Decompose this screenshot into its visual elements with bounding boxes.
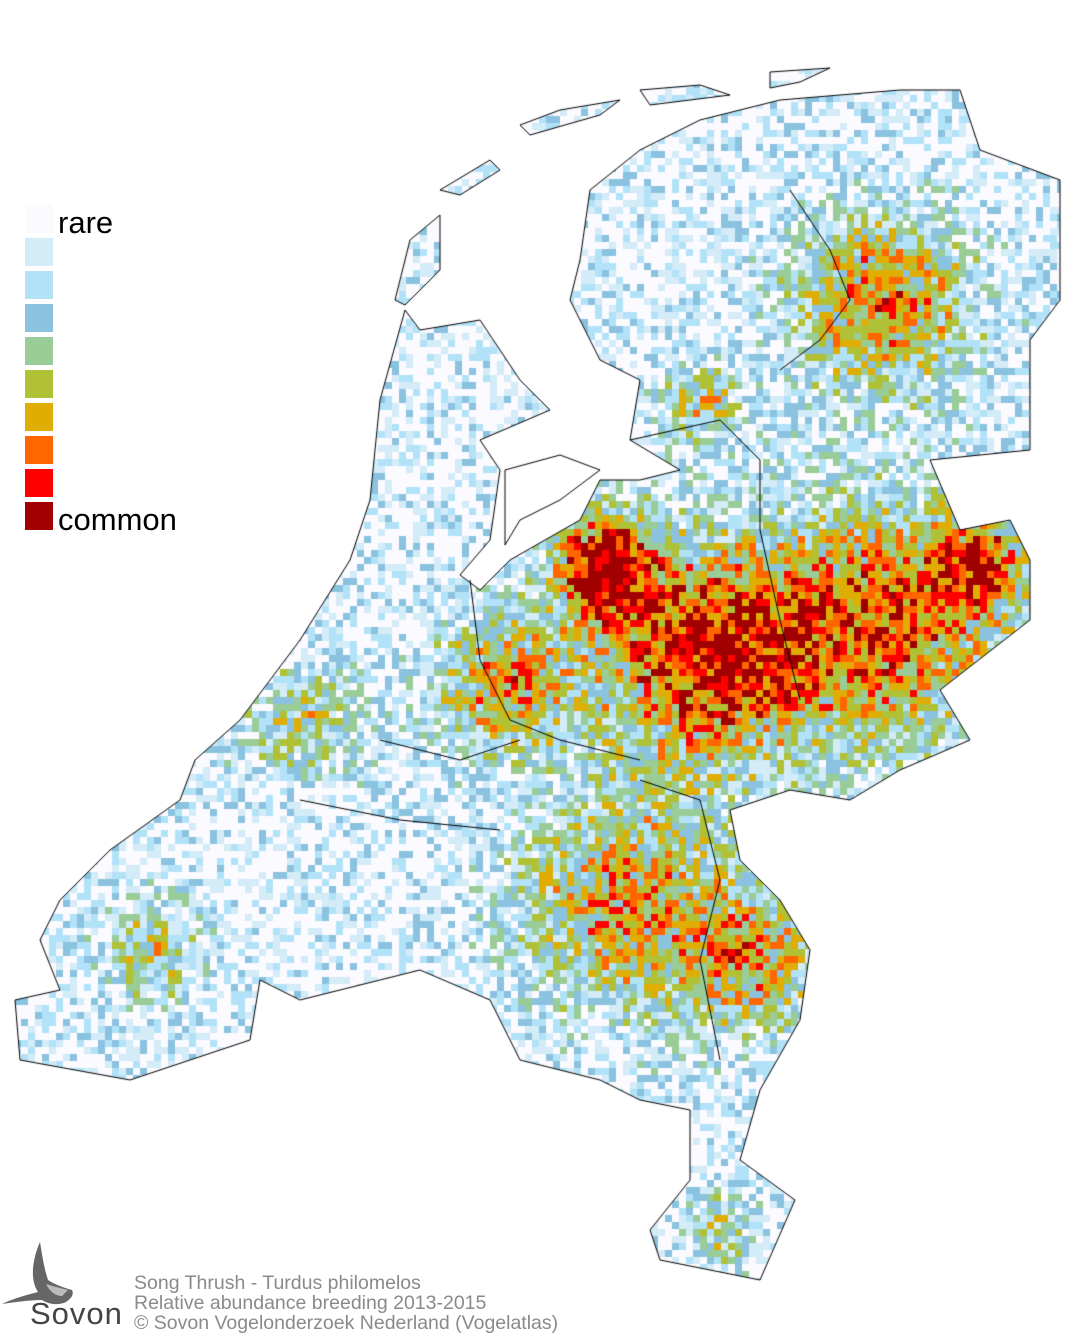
legend-swatch-8	[25, 436, 53, 464]
legend-swatch-4	[25, 304, 53, 332]
credits: Song Thrush - Turdus philomelos Relative…	[134, 1273, 558, 1333]
sovon-logo-text: Sovon	[30, 1296, 123, 1331]
legend-swatch-7	[25, 403, 53, 431]
legend-swatch-1	[25, 205, 53, 233]
legend-swatch-9	[25, 469, 53, 497]
legend-swatch-10	[25, 502, 53, 530]
map-subtitle: Relative abundance breeding 2013-2015	[134, 1292, 487, 1314]
species-title: Song Thrush - Turdus philomelos	[134, 1272, 421, 1294]
legend-label-common: common	[58, 502, 177, 537]
swallow-icon	[2, 1242, 73, 1305]
legend-swatch-2	[25, 238, 53, 266]
copyright: © Sovon Vogelonderzoek Nederland (Vogela…	[134, 1312, 559, 1334]
legend-label-rare: rare	[58, 205, 114, 240]
legend-swatch-3	[25, 271, 53, 299]
legend-swatch-6	[25, 370, 53, 398]
legend-swatch-5	[25, 337, 53, 365]
